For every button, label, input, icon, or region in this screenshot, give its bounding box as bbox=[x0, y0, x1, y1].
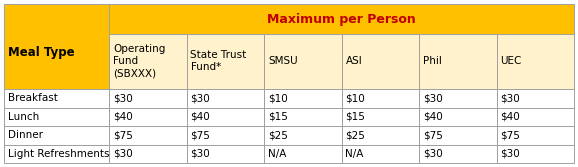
Text: $40: $40 bbox=[191, 112, 210, 122]
Bar bbox=[342, 89, 419, 108]
Text: $30: $30 bbox=[501, 93, 520, 103]
Bar bbox=[342, 34, 419, 89]
Bar bbox=[4, 4, 109, 89]
Text: $75: $75 bbox=[423, 130, 443, 140]
Bar bbox=[497, 108, 574, 126]
Bar bbox=[342, 126, 419, 144]
Text: $75: $75 bbox=[113, 130, 133, 140]
Text: Breakfast: Breakfast bbox=[8, 93, 58, 103]
Bar bbox=[264, 144, 342, 163]
Text: $30: $30 bbox=[113, 93, 133, 103]
Text: Dinner: Dinner bbox=[8, 130, 43, 140]
Bar bbox=[419, 108, 497, 126]
Bar bbox=[342, 108, 419, 126]
Bar bbox=[4, 144, 109, 163]
Text: $75: $75 bbox=[191, 130, 210, 140]
Text: N/A: N/A bbox=[346, 149, 364, 159]
Bar bbox=[109, 89, 187, 108]
Text: $40: $40 bbox=[113, 112, 133, 122]
Bar bbox=[187, 126, 264, 144]
Text: Maximum per Person: Maximum per Person bbox=[267, 13, 416, 26]
Text: $40: $40 bbox=[423, 112, 443, 122]
Text: SMSU: SMSU bbox=[268, 56, 298, 66]
Text: Light Refreshments: Light Refreshments bbox=[8, 149, 109, 159]
Text: $30: $30 bbox=[113, 149, 133, 159]
Bar bbox=[419, 89, 497, 108]
Text: $25: $25 bbox=[346, 130, 365, 140]
Bar bbox=[497, 126, 574, 144]
Bar bbox=[264, 108, 342, 126]
Text: $10: $10 bbox=[268, 93, 288, 103]
Bar bbox=[109, 126, 187, 144]
Text: UEC: UEC bbox=[501, 56, 522, 66]
Text: N/A: N/A bbox=[268, 149, 286, 159]
Text: $30: $30 bbox=[191, 149, 210, 159]
Text: $30: $30 bbox=[423, 149, 443, 159]
Bar bbox=[264, 89, 342, 108]
Bar bbox=[187, 144, 264, 163]
Text: Operating
Fund
(SBXXX): Operating Fund (SBXXX) bbox=[113, 44, 165, 78]
Text: $10: $10 bbox=[346, 93, 365, 103]
Text: $15: $15 bbox=[268, 112, 288, 122]
Bar bbox=[109, 4, 574, 34]
Bar bbox=[419, 126, 497, 144]
Bar bbox=[187, 34, 264, 89]
Text: $75: $75 bbox=[501, 130, 520, 140]
Bar bbox=[264, 34, 342, 89]
Text: Meal Type: Meal Type bbox=[8, 46, 75, 59]
Bar bbox=[419, 34, 497, 89]
Bar bbox=[4, 126, 109, 144]
Text: $15: $15 bbox=[346, 112, 365, 122]
Bar bbox=[497, 144, 574, 163]
Text: State Trust
Fund*: State Trust Fund* bbox=[191, 50, 247, 72]
Bar bbox=[187, 89, 264, 108]
Bar bbox=[109, 144, 187, 163]
Text: $25: $25 bbox=[268, 130, 288, 140]
Bar bbox=[187, 108, 264, 126]
Bar bbox=[497, 34, 574, 89]
Bar bbox=[109, 108, 187, 126]
Bar bbox=[109, 34, 187, 89]
Text: $30: $30 bbox=[423, 93, 443, 103]
Bar bbox=[342, 144, 419, 163]
Bar bbox=[497, 89, 574, 108]
Text: $40: $40 bbox=[501, 112, 520, 122]
Text: ASI: ASI bbox=[346, 56, 362, 66]
Text: Phil: Phil bbox=[423, 56, 442, 66]
Bar bbox=[264, 126, 342, 144]
Bar bbox=[419, 144, 497, 163]
Bar bbox=[4, 108, 109, 126]
Bar bbox=[4, 89, 109, 108]
Text: $30: $30 bbox=[191, 93, 210, 103]
Text: $30: $30 bbox=[501, 149, 520, 159]
Text: Lunch: Lunch bbox=[8, 112, 39, 122]
